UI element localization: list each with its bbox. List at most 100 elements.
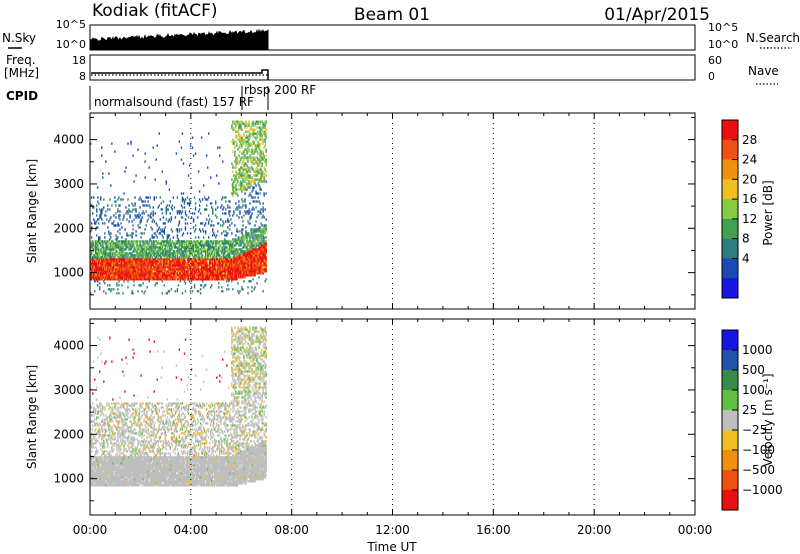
heatmap-cell <box>157 206 159 209</box>
heatmap-cell <box>261 130 263 133</box>
heatmap-cell <box>233 260 235 263</box>
heatmap-cell <box>140 246 142 249</box>
heatmap-cell <box>101 410 103 413</box>
heatmap-cell <box>94 454 96 457</box>
heatmap-cell <box>168 234 171 237</box>
heatmap-cell <box>95 458 97 461</box>
heatmap-cell <box>243 270 245 273</box>
heatmap-cell <box>96 268 98 271</box>
heatmap-cell <box>102 260 104 263</box>
heatmap-cell <box>192 240 195 243</box>
heatmap-cell <box>128 208 130 211</box>
heatmap-cell <box>132 256 134 259</box>
heatmap-cell <box>109 198 111 201</box>
heatmap-cell <box>160 268 162 271</box>
heatmap-cell <box>176 228 179 231</box>
heatmap-cell <box>122 264 124 267</box>
heatmap-cell <box>151 264 153 267</box>
heatmap-cell <box>109 248 111 251</box>
heatmap-cell <box>134 256 136 259</box>
heatmap-cell <box>265 256 267 259</box>
heatmap-cell <box>235 158 237 161</box>
heatmap-cell <box>215 240 217 243</box>
heatmap-cell <box>232 264 234 267</box>
heatmap-cell <box>226 262 228 265</box>
heatmap-cell <box>190 272 193 275</box>
heatmap-cell <box>252 256 254 259</box>
heatmap-cell <box>212 260 214 263</box>
heatmap-cell <box>92 424 94 427</box>
heatmap-cell <box>116 266 118 269</box>
heatmap-cell <box>167 268 170 271</box>
heatmap-cell <box>90 458 92 461</box>
heatmap-cell <box>137 290 139 293</box>
heatmap-cell <box>234 258 236 261</box>
heatmap-cell <box>253 228 255 231</box>
heatmap-cell <box>100 474 102 477</box>
heatmap-cell <box>194 228 197 231</box>
heatmap-cell <box>200 256 203 259</box>
heatmap-cell <box>188 254 191 257</box>
heatmap-cell <box>260 250 262 253</box>
heatmap-cell <box>135 278 137 281</box>
heatmap-cell <box>260 222 262 225</box>
heatmap-cell <box>165 264 168 267</box>
heatmap-cell <box>176 278 179 281</box>
heatmap-cell <box>202 246 205 249</box>
heatmap-cell <box>234 278 236 281</box>
heatmap-cell <box>107 424 109 427</box>
heatmap-cell <box>109 476 111 479</box>
heatmap-cell <box>255 264 257 267</box>
heatmap-cell <box>263 268 265 271</box>
heatmap-cell <box>177 276 180 279</box>
heatmap-cell <box>103 478 105 481</box>
heatmap-cell <box>199 272 202 275</box>
heatmap-cell <box>125 240 127 243</box>
heatmap-cell <box>228 270 230 273</box>
heatmap-cell <box>242 288 244 291</box>
heatmap-cell <box>121 262 123 265</box>
heatmap-cell <box>164 258 167 261</box>
heatmap-cell <box>234 154 236 157</box>
power-colorbar-label: Power [dB] <box>761 180 775 245</box>
heatmap-cell <box>261 164 263 167</box>
heatmap-cell <box>103 440 105 443</box>
heatmap-cell <box>141 264 143 267</box>
heatmap-cell <box>240 142 242 145</box>
heatmap-cell <box>232 244 234 247</box>
heatmap-cell <box>208 248 211 251</box>
heatmap-cell <box>248 222 250 225</box>
heatmap-cell <box>254 240 256 243</box>
heatmap-cell <box>137 244 139 247</box>
heatmap-cell <box>254 180 256 183</box>
heatmap-cell <box>99 404 101 407</box>
heatmap-cell <box>93 244 95 247</box>
heatmap-cell <box>225 270 227 273</box>
heatmap-cell <box>231 266 233 269</box>
heatmap-cell <box>105 460 107 463</box>
heatmap-cell <box>265 242 267 245</box>
heatmap-cell <box>145 196 147 199</box>
heatmap-cell <box>253 272 255 275</box>
heatmap-cell <box>236 206 238 209</box>
heatmap-cell <box>183 250 186 253</box>
heatmap-cell <box>178 242 181 245</box>
heatmap-cell <box>183 256 186 259</box>
heatmap-cell <box>111 222 113 225</box>
heatmap-cell <box>198 190 201 193</box>
heatmap-cell <box>104 464 106 467</box>
heatmap-cell <box>131 254 133 257</box>
heatmap-cell <box>140 258 142 261</box>
heatmap-cell <box>167 242 170 245</box>
heatmap-cell <box>113 266 115 269</box>
heatmap-cell <box>263 194 265 197</box>
heatmap-cell <box>104 260 106 263</box>
heatmap-cell <box>219 278 221 281</box>
heatmap-cell <box>164 260 167 263</box>
heatmap-cell <box>163 266 166 269</box>
heatmap-cell <box>259 246 261 249</box>
heatmap-cell <box>206 246 209 249</box>
heatmap-cell <box>250 256 252 259</box>
heatmap-cell <box>159 264 161 267</box>
heatmap-cell <box>90 244 92 247</box>
